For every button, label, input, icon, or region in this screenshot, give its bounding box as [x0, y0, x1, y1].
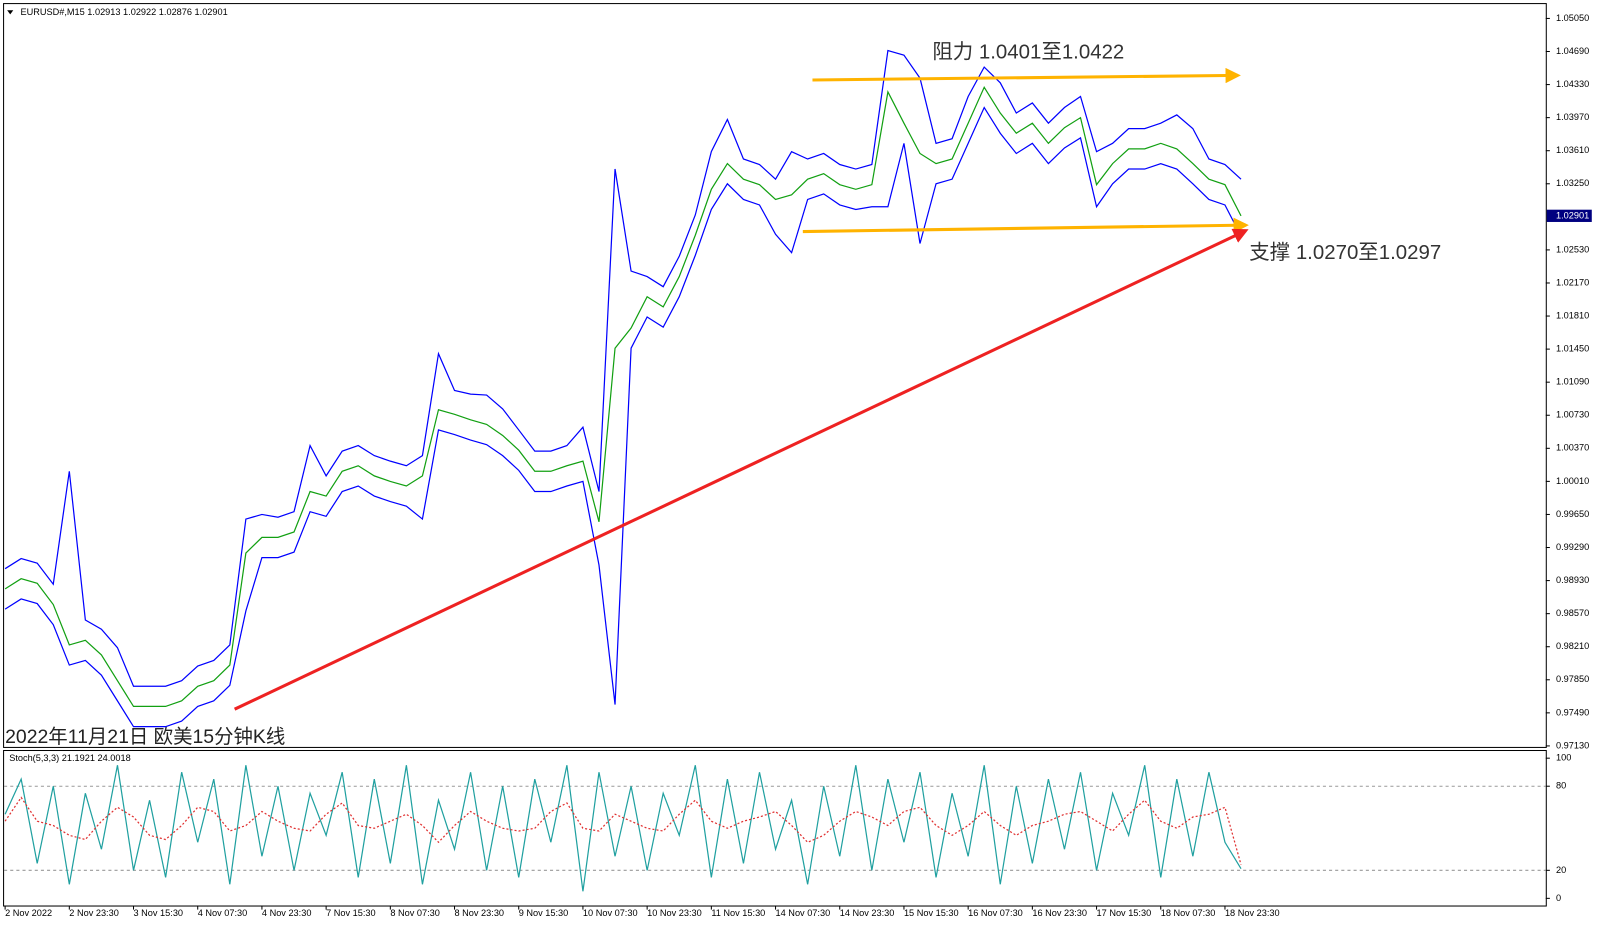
dropdown-icon[interactable]	[7, 10, 14, 15]
x-tick-label: 2 Nov 23:30	[69, 908, 119, 918]
y-tick-label: 1.05050	[1556, 13, 1589, 23]
series-line	[4, 85, 1242, 708]
stoch-title: Stoch(5,3,3) 21.1921 24.0018	[9, 753, 131, 763]
y-tick-label: 1.01450	[1556, 344, 1589, 354]
y-tick-label: 0.99650	[1556, 509, 1589, 519]
price-tag-label: 1.02901	[1556, 210, 1589, 220]
series-line	[4, 796, 1242, 865]
y-tick-label: 1.03610	[1556, 145, 1589, 155]
y-tick-label: 1.02530	[1556, 244, 1589, 254]
trend-line	[812, 67, 1241, 84]
main-frame	[3, 3, 1547, 748]
y-tick-label: 100	[1556, 753, 1571, 763]
y-tick-label: 0.98930	[1556, 575, 1589, 585]
y-tick-label: 0.98570	[1556, 608, 1589, 618]
y-tick-label: 0.98210	[1556, 641, 1589, 651]
series-line	[4, 765, 1242, 892]
x-tick-label: 9 Nov 15:30	[519, 908, 569, 918]
y-tick-label: 80	[1556, 781, 1566, 791]
x-tick-label: 10 Nov 07:30	[583, 908, 638, 918]
y-tick-label: 1.03970	[1556, 112, 1589, 122]
y-tick-label: 0.97130	[1556, 740, 1589, 750]
x-tick-label: 17 Nov 15:30	[1097, 908, 1152, 918]
x-tick-label: 18 Nov 07:30	[1161, 908, 1216, 918]
y-tick-label: 0.99290	[1556, 542, 1589, 552]
x-tick-label: 16 Nov 07:30	[968, 908, 1023, 918]
series-line	[4, 49, 1242, 687]
y-tick-label: 0.97850	[1556, 674, 1589, 684]
x-tick-label: 2 Nov 2022	[5, 908, 52, 918]
support-note: 支撑 1.0270至1.0297	[1249, 241, 1441, 264]
y-tick-label: 1.03250	[1556, 178, 1589, 188]
x-tick-label: 14 Nov 07:30	[776, 908, 831, 918]
y-tick-label: 0.97490	[1556, 707, 1589, 717]
sub-frame	[3, 749, 1547, 907]
y-tick-label: 1.02170	[1556, 277, 1589, 287]
y-tick-label: 1.00370	[1556, 443, 1589, 453]
x-tick-label: 4 Nov 07:30	[198, 908, 248, 918]
x-tick-label: 7 Nov 15:30	[326, 908, 376, 918]
y-tick-label: 1.04690	[1556, 46, 1589, 56]
trend-line	[233, 228, 1249, 711]
y-tick-label: 1.00010	[1556, 476, 1589, 486]
x-tick-label: 8 Nov 07:30	[390, 908, 440, 918]
x-tick-label: 15 Nov 15:30	[904, 908, 959, 918]
x-tick-label: 16 Nov 23:30	[1032, 908, 1087, 918]
x-tick-label: 18 Nov 23:30	[1225, 908, 1280, 918]
price-tag	[1546, 209, 1592, 222]
y-tick-label: 1.01090	[1556, 377, 1589, 387]
resistance-note: 阻力 1.0401至1.0422	[932, 41, 1124, 64]
y-tick-label: 1.01810	[1556, 310, 1589, 320]
date-stamp: 2022年11月21日 欧美15分钟K线	[5, 726, 285, 748]
y-tick-label: 20	[1556, 865, 1566, 875]
y-tick-label: 1.04330	[1556, 79, 1589, 89]
x-tick-label: 11 Nov 15:30	[711, 908, 765, 918]
x-tick-label: 8 Nov 23:30	[455, 908, 505, 918]
x-tick-label: 4 Nov 23:30	[262, 908, 312, 918]
y-tick-label: 0	[1556, 893, 1561, 903]
x-tick-label: 10 Nov 23:30	[647, 908, 702, 918]
x-tick-label: 3 Nov 15:30	[134, 908, 184, 918]
x-tick-label: 14 Nov 23:30	[840, 908, 895, 918]
main-title: EURUSD#,M15 1.02913 1.02922 1.02876 1.02…	[20, 7, 227, 17]
y-tick-label: 1.00730	[1556, 410, 1589, 420]
trend-line	[802, 217, 1249, 234]
